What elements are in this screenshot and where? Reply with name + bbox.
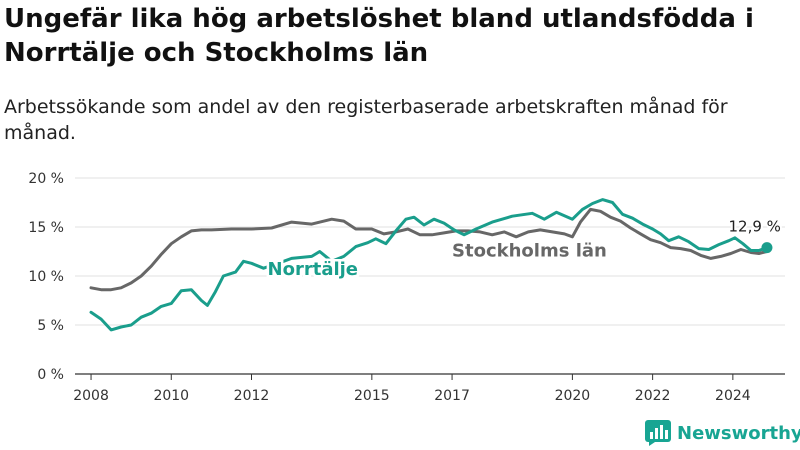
y-tick-label: 10 %	[28, 269, 64, 285]
x-tick-label: 2015	[354, 388, 390, 404]
y-axis-tick-labels: 0 % 5 % 10 % 15 % 20 %	[28, 171, 64, 383]
series-label-stockholm: Stockholms län	[452, 241, 607, 262]
x-tick-label: 2020	[555, 388, 591, 404]
x-tick-label: 2022	[635, 388, 671, 404]
x-tick-label: 2010	[153, 388, 189, 404]
x-tick-label: 2012	[234, 388, 270, 404]
x-tick-label: 2017	[434, 388, 470, 404]
series-line-norrtalje	[89, 198, 769, 332]
grid-lines	[75, 177, 785, 375]
end-point-marker	[761, 242, 773, 254]
end-value-label: 12,9 %	[729, 218, 781, 236]
series-labels: Norrtälje Stockholms län 12,9 %	[265, 216, 783, 283]
series-lines	[89, 198, 773, 332]
series-line-stockholm	[89, 207, 769, 292]
bar-chart-logo-icon	[645, 420, 671, 446]
x-tick-label: 2024	[715, 388, 751, 404]
y-tick-label: 20 %	[28, 171, 64, 187]
x-tick-label: 2008	[73, 388, 109, 404]
y-tick-label: 5 %	[37, 318, 64, 334]
x-axis-tick-labels: 2008 2010 2012 2015 2017 2020 2022 2024	[73, 374, 751, 404]
chart-title: Ungefär lika hög arbetslöshet bland utla…	[4, 4, 754, 68]
y-tick-label: 0 %	[37, 367, 64, 383]
brand-logo[interactable]: Newsworthy	[645, 418, 800, 448]
y-tick-label: 15 %	[28, 220, 64, 236]
chart-subtitle: Arbetssökande som andel av den registerb…	[4, 96, 728, 144]
line-chart: 0 %5 %10 %15 %20 % 2008 2010 2012 2015 2017 2…	[28, 171, 785, 404]
brand-name: Newsworthy	[677, 422, 800, 444]
series-label-norrtalje: Norrtälje	[268, 259, 358, 280]
